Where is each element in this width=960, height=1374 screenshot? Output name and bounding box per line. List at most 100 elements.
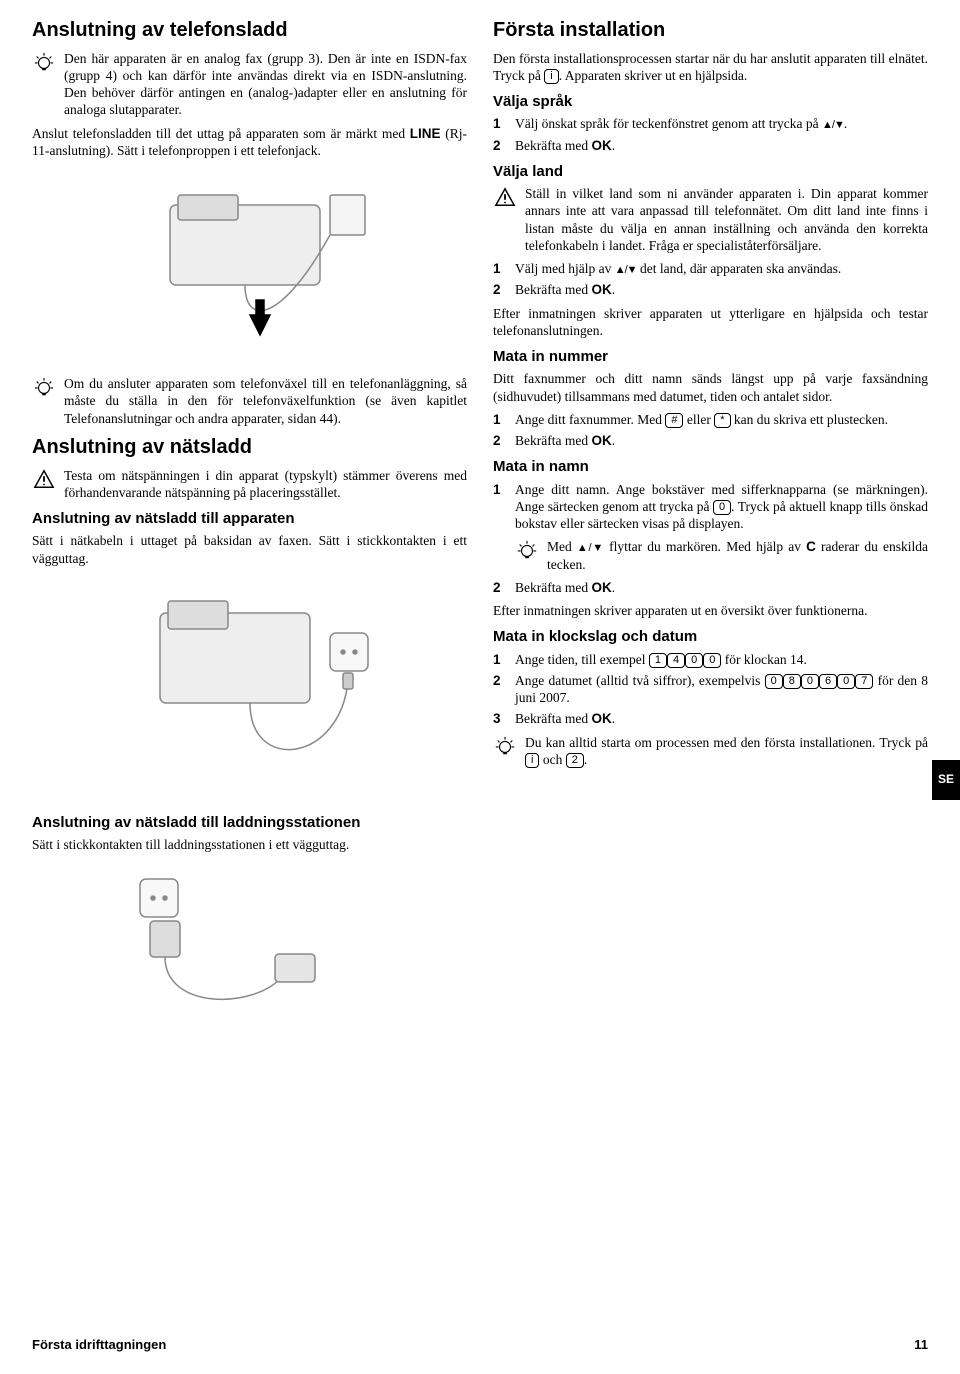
list-item: 1Ange tiden, till exempel 1400 för klock… bbox=[493, 651, 928, 668]
bold-ok: OK bbox=[591, 580, 611, 595]
warn-natspanning: Testa om nätspänningen i din apparat (ty… bbox=[32, 467, 467, 502]
key-hash: # bbox=[665, 413, 683, 428]
key-0: 0 bbox=[685, 653, 703, 668]
txt: Välj med hjälp av bbox=[515, 261, 615, 276]
bold-c: C bbox=[806, 539, 816, 554]
num: 2 bbox=[493, 137, 507, 154]
num: 2 bbox=[493, 672, 507, 707]
txt: Välj med hjälp av ▲/▼ det land, där appa… bbox=[515, 260, 928, 277]
key-2: 2 bbox=[566, 753, 584, 768]
tip-telefonvaxel: Om du ansluter apparaten som telefonväxe… bbox=[32, 375, 467, 427]
key-info: i bbox=[525, 753, 539, 768]
num: 3 bbox=[493, 710, 507, 727]
para-land-after: Efter inmatningen skriver apparaten ut y… bbox=[493, 305, 928, 340]
txt: . bbox=[612, 580, 615, 595]
page-columns: Anslutning av telefonsladd Den här appar… bbox=[32, 18, 928, 1049]
key-1: 1 bbox=[649, 653, 667, 668]
key-0: 0 bbox=[837, 674, 855, 689]
footer-page-number: 11 bbox=[914, 1337, 928, 1354]
list-item: 3 Bekräfta med OK. bbox=[493, 710, 928, 727]
list-item: 1 Ange ditt faxnummer. Med # eller * kan … bbox=[493, 411, 928, 428]
key-4: 4 bbox=[667, 653, 685, 668]
txt: Ange tiden, till exempel 1400 för klocka… bbox=[515, 651, 928, 668]
txt: . bbox=[612, 711, 615, 726]
warning-icon bbox=[493, 185, 517, 254]
illustration-power-connection bbox=[32, 573, 467, 803]
txt: Anslut telefonsladden till det uttag på … bbox=[32, 126, 410, 141]
heading-natsladd-apparaten: Anslutning av nätsladd till apparaten bbox=[32, 509, 467, 528]
list-item: 2Bekräfta med OK. bbox=[493, 432, 928, 449]
key-0: 0 bbox=[765, 674, 783, 689]
txt: . bbox=[584, 752, 587, 767]
txt: . Apparaten skriver ut en hjälpsida. bbox=[559, 68, 748, 83]
list-item: 1Ange ditt namn. Ange bokstäver med siff… bbox=[493, 481, 928, 533]
key-6: 6 bbox=[819, 674, 837, 689]
txt: Välj önskat språk för teckenfönstret gen… bbox=[515, 116, 822, 131]
txt: . bbox=[612, 138, 615, 153]
list-item: 2 Bekräfta med OK. bbox=[493, 579, 928, 596]
txt: Bekräfta med bbox=[515, 138, 591, 153]
updown-icon: ▲/▼ bbox=[822, 119, 844, 131]
list-item: 1 Välj med hjälp av ▲/▼ det land, där app… bbox=[493, 260, 928, 277]
lightbulb-icon bbox=[515, 538, 539, 573]
tip-restart: Du kan alltid starta om processen med de… bbox=[493, 734, 928, 769]
key-8: 8 bbox=[783, 674, 801, 689]
lightbulb-icon bbox=[493, 734, 517, 769]
txt: Bekräfta med OK. bbox=[515, 137, 928, 154]
warn-land: Ställ in vilket land som ni använder app… bbox=[493, 185, 928, 254]
txt: Välj önskat språk för teckenfönstret gen… bbox=[515, 115, 928, 132]
txt: Bekräfta med OK. bbox=[515, 579, 928, 596]
txt: och bbox=[539, 752, 565, 767]
txt: Bekräfta med OK. bbox=[515, 432, 928, 449]
key-star: * bbox=[714, 413, 730, 428]
num: 1 bbox=[493, 411, 507, 428]
warning-icon bbox=[32, 467, 56, 502]
num: 1 bbox=[493, 115, 507, 132]
key-zero: 0 bbox=[713, 500, 731, 515]
heading-mata-namn: Mata in namn bbox=[493, 457, 928, 476]
lightbulb-icon bbox=[32, 50, 56, 119]
list-namn-2: 2 Bekräfta med OK. bbox=[493, 579, 928, 596]
num: 2 bbox=[493, 579, 507, 596]
tip-telefonvaxel-text: Om du ansluter apparaten som telefonväxe… bbox=[64, 375, 467, 427]
num: 1 bbox=[493, 260, 507, 277]
txt: . bbox=[612, 433, 615, 448]
txt: Ange ditt faxnummer. Med # eller * kan d… bbox=[515, 411, 928, 428]
tip-restart-text: Du kan alltid starta om processen med de… bbox=[525, 734, 928, 769]
heading-klockslag: Mata in klockslag och datum bbox=[493, 627, 928, 646]
txt: Ange datumet (alltid två siffror), exemp… bbox=[515, 672, 928, 707]
key-0: 0 bbox=[801, 674, 819, 689]
para-natkabel: Sätt i nätkabeln i uttaget på baksidan a… bbox=[32, 532, 467, 567]
heading-valja-land: Välja land bbox=[493, 162, 928, 181]
list-namn: 1Ange ditt namn. Ange bokstäver med siff… bbox=[493, 481, 928, 533]
list-item: 2Ange datumet (alltid två siffror), exem… bbox=[493, 672, 928, 707]
illustration-phone-connection bbox=[32, 165, 467, 365]
left-column: Anslutning av telefonsladd Den här appar… bbox=[32, 18, 467, 1049]
bold-ok: OK bbox=[591, 711, 611, 726]
updown-icon: ▲/▼ bbox=[577, 542, 604, 554]
list-klock: 1Ange tiden, till exempel 1400 för klock… bbox=[493, 651, 928, 728]
list-item: 1 Välj önskat språk för teckenfönstret ge… bbox=[493, 115, 928, 132]
txt: . bbox=[612, 282, 615, 297]
tip-analog-fax: Den här apparaten är en analog fax (grup… bbox=[32, 50, 467, 119]
page-footer: Första idrifttagningen 11 bbox=[32, 1337, 928, 1354]
list-item: 2Bekräfta med OK. bbox=[493, 281, 928, 298]
txt: Bekräfta med bbox=[515, 433, 591, 448]
heading-natsladd: Anslutning av nätsladd bbox=[32, 435, 467, 461]
lightbulb-icon bbox=[32, 375, 56, 427]
txt: eller bbox=[683, 412, 714, 427]
bold-ok: OK bbox=[591, 433, 611, 448]
right-column: Första installation Den första installat… bbox=[493, 18, 928, 1049]
txt: Med bbox=[547, 539, 577, 554]
language-tab: SE bbox=[932, 760, 960, 800]
tip-analog-fax-text: Den här apparaten är en analog fax (grup… bbox=[64, 50, 467, 119]
para-namn-after: Efter inmatningen skriver apparaten ut e… bbox=[493, 602, 928, 619]
txt: Bekräfta med OK. bbox=[515, 281, 928, 298]
heading-natsladd-laddstation: Anslutning av nätsladd till laddningssta… bbox=[32, 813, 467, 832]
num: 1 bbox=[493, 651, 507, 668]
txt: Ange tiden, till exempel bbox=[515, 652, 649, 667]
txt: Bekräfta med bbox=[515, 711, 591, 726]
key-0: 0 bbox=[703, 653, 721, 668]
list-item: 2 Bekräfta med OK. bbox=[493, 137, 928, 154]
txt: för klockan 14. bbox=[721, 652, 806, 667]
